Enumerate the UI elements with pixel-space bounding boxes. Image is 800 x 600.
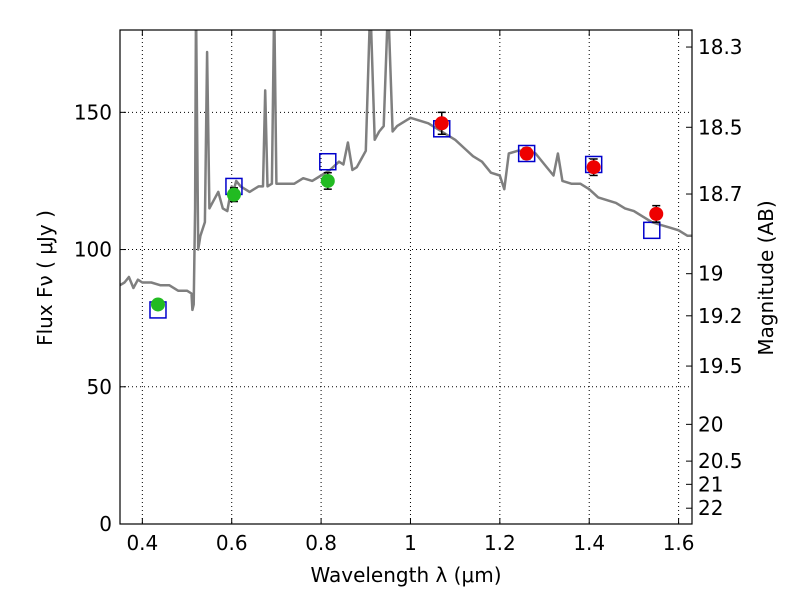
- ticks: 0.4 0.6 0.8 1 1.2 1.4 1.6 0 50 100 150 18.3 18.5 18.7…: [74, 30, 743, 555]
- model-square-marker: [517, 144, 536, 163]
- photometry-point: [586, 160, 601, 175]
- x-tick-label: 0.8: [305, 531, 337, 555]
- y-tick-label: 150: [74, 100, 112, 124]
- x-tick-label: 1.2: [484, 531, 516, 555]
- x-tick-label: 0.6: [216, 531, 248, 555]
- y-tick-label: 50: [87, 375, 112, 399]
- plot-area: [120, 30, 692, 319]
- y2-tick-label: 19.2: [698, 304, 743, 328]
- photometry-point: [320, 173, 335, 188]
- y2-tick-label: 19.5: [698, 354, 743, 378]
- x-tick-label: 1.6: [663, 531, 695, 555]
- x-tick-label: 1.4: [573, 531, 605, 555]
- x-tick-label: 1: [404, 531, 417, 555]
- y2-tick-label: 20.5: [698, 449, 743, 473]
- y2-tick-label: 18.5: [698, 115, 743, 139]
- model-square-marker: [319, 152, 337, 171]
- model-square-marker: [643, 221, 661, 240]
- y2-tick-label: 19: [698, 262, 723, 286]
- x-tick-label: 0.4: [126, 531, 158, 555]
- spectrum-line: [120, 30, 692, 312]
- photometry-point: [150, 297, 165, 312]
- photometry-point: [649, 206, 664, 221]
- photometry-point: [226, 187, 241, 202]
- y2-tick-label: 22: [698, 496, 723, 520]
- y2-axis-label: Magnitude (AB): [754, 200, 778, 355]
- y2-tick-label: 21: [698, 472, 723, 496]
- x-axis-label: Wavelength λ (μm): [310, 563, 501, 587]
- y2-tick-label: 20: [698, 412, 723, 436]
- axes-frame: [119, 29, 693, 525]
- photometry-point: [519, 146, 534, 161]
- photometry-point: [434, 116, 449, 131]
- y-axis-label: Flux Fν ( μJy ): [33, 210, 57, 346]
- y2-tick-label: 18.3: [698, 35, 743, 59]
- y-tick-label: 100: [74, 238, 112, 262]
- y2-tick-label: 18.7: [698, 182, 743, 206]
- y-tick-label: 0: [99, 512, 112, 536]
